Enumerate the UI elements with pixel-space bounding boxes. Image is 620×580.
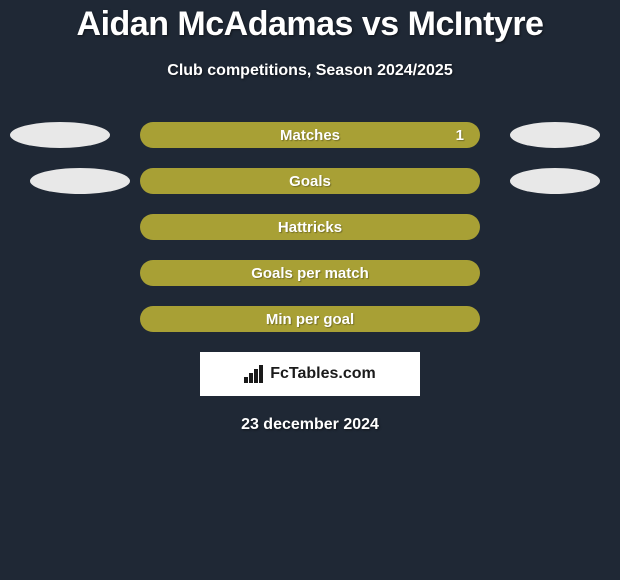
page-title: Aidan McAdamas vs McIntyre [0,5,620,44]
stat-label: Goals per match [251,265,369,282]
stats-area: Matches 1 Goals Hattricks Goals per matc… [0,122,620,332]
right-ellipse [510,122,600,148]
stat-bar: Hattricks [140,214,480,240]
left-ellipse [10,122,110,148]
date-text: 23 december 2024 [0,416,620,434]
stat-row-min-per-goal: Min per goal [10,306,610,332]
logo-text: FcTables.com [270,365,376,383]
stat-bar: Goals [140,168,480,194]
chart-icon [244,365,264,383]
stat-row-matches: Matches 1 [10,122,610,148]
page-subtitle: Club competitions, Season 2024/2025 [0,62,620,80]
stat-label: Goals [289,173,331,190]
stat-label: Matches [280,127,340,144]
stat-bar: Min per goal [140,306,480,332]
stat-label: Hattricks [278,219,342,236]
left-ellipse [30,168,130,194]
stat-row-goals: Goals [10,168,610,194]
logo-box: FcTables.com [200,352,420,396]
right-ellipse [510,168,600,194]
stat-bar: Goals per match [140,260,480,286]
stat-row-hattricks: Hattricks [10,214,610,240]
stat-bar: Matches 1 [140,122,480,148]
main-container: Aidan McAdamas vs McIntyre Club competit… [0,0,620,434]
stat-value: 1 [456,127,464,144]
stat-label: Min per goal [266,311,354,328]
stat-row-goals-per-match: Goals per match [10,260,610,286]
